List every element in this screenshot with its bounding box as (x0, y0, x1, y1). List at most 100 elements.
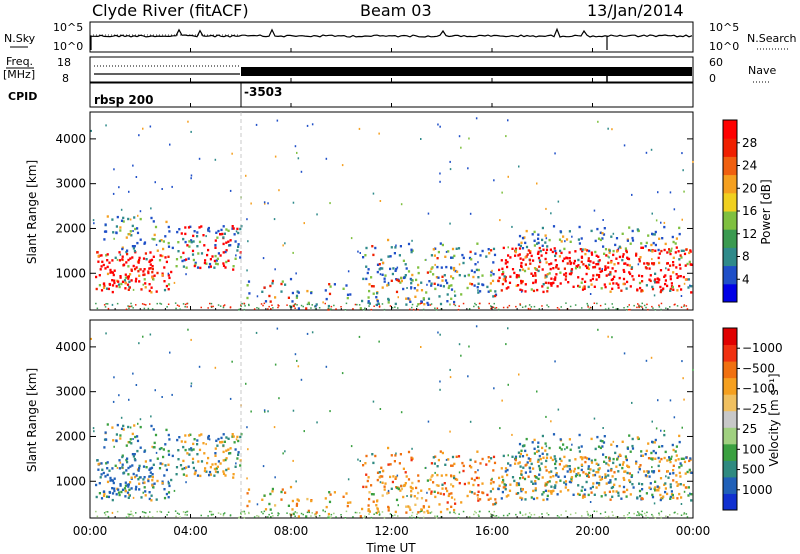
colorbar-segment (723, 476, 737, 494)
range-gate-cell (454, 304, 457, 307)
range-gate-cell (184, 511, 187, 514)
range-gate-cell (689, 457, 692, 460)
range-gate-cell (105, 254, 108, 257)
range-gate-cell (417, 516, 419, 519)
range-gate-cell (216, 470, 219, 474)
range-gate-cell (588, 308, 590, 310)
range-gate-cell (520, 281, 523, 285)
range-gate-cell (479, 462, 482, 465)
range-gate-cell (187, 328, 189, 331)
range-gate-cell (567, 489, 570, 492)
range-gate-cell (685, 305, 688, 307)
range-gate-cell (666, 262, 669, 265)
range-gate-cell (296, 512, 298, 514)
range-gate-cell (574, 475, 578, 478)
range-gate-cell (297, 307, 300, 310)
range-gate-cell (118, 467, 121, 470)
range-gate-cell (492, 514, 495, 517)
range-gate-cell (437, 276, 440, 279)
range-gate-cell (520, 265, 523, 268)
range-gate-cell (409, 516, 411, 519)
range-gate-cell (536, 182, 538, 185)
range-gate-cell (171, 246, 174, 250)
range-gate-cell (175, 258, 179, 261)
range-gate-cell (660, 516, 662, 519)
range-gate-cell (447, 458, 450, 461)
range-gate-cell (124, 281, 127, 285)
range-gate-cell (453, 476, 456, 480)
range-gate-cell (626, 514, 629, 516)
range-gate-cell (399, 245, 402, 248)
range-gate-cell (526, 253, 529, 256)
range-gate-cell (440, 474, 443, 477)
range-gate-cell (446, 501, 449, 504)
range-gate-cell (132, 438, 134, 440)
range-gate-cell (121, 455, 124, 459)
range-gate-cell (106, 259, 109, 262)
range-gate-cell (284, 242, 286, 245)
range-gate-cell (571, 443, 573, 446)
range-gate-cell (387, 446, 390, 450)
range-gate-cell (420, 508, 423, 511)
range-gate-cell (444, 279, 448, 282)
range-gate-cell (167, 449, 170, 453)
range-gate-cell (490, 478, 493, 482)
range-gate-cell (164, 256, 167, 259)
range-gate-cell (264, 508, 268, 511)
range-gate-cell (119, 461, 122, 464)
range-gate-cell (200, 433, 203, 436)
range-gate-cell (182, 473, 185, 476)
range-gate-cell (397, 296, 399, 299)
range-gate-cell (587, 306, 589, 308)
range-gate-cell (103, 284, 106, 288)
range-gate-cell (477, 469, 479, 472)
range-gate-cell (441, 487, 444, 490)
range-gate-cell (680, 514, 683, 516)
range-gate-cell (544, 449, 547, 452)
range-gate-cell (652, 307, 654, 309)
range-gate-cell (286, 512, 288, 514)
range-gate-cell (291, 291, 294, 295)
range-gate-cell (554, 457, 557, 461)
range-gate-cell (413, 495, 416, 498)
range-gate-cell (502, 246, 505, 250)
range-gate-cell (246, 284, 249, 287)
range-gate-cell (434, 263, 436, 266)
range-gate-cell (297, 157, 300, 160)
range-gate-cell (440, 266, 443, 269)
range-gate-cell (458, 274, 461, 277)
range-gate-cell (420, 510, 423, 512)
range-gate-cell (175, 473, 178, 476)
range-gate-cell (434, 455, 437, 458)
range-gate-cell (684, 264, 687, 267)
range-gate-cell (505, 135, 507, 138)
range-gate-cell (469, 282, 472, 285)
range-gate-cell (517, 462, 520, 465)
range-gate-cell (416, 289, 419, 292)
range-gate-cell (373, 513, 375, 515)
range-gate-cell (487, 498, 490, 501)
range-gate-cell (222, 433, 225, 436)
range-gate-cell (118, 186, 120, 189)
range-gate-cell (127, 265, 130, 268)
range-gate-cell (121, 463, 124, 466)
range-gate-cell (541, 493, 544, 496)
range-gate-cell (430, 284, 433, 287)
range-gate-cell (124, 273, 127, 276)
range-gate-cell (617, 308, 620, 310)
range-gate-cell (569, 470, 572, 474)
range-gate-cell (147, 270, 150, 273)
range-gate-cell (212, 305, 214, 308)
range-gate-cell (453, 508, 456, 512)
range-gate-cell (136, 449, 139, 453)
range-gate-cell (153, 446, 156, 449)
range-gate-cell (623, 270, 626, 273)
range-gate-cell (679, 275, 682, 278)
range-gate-cell (573, 470, 576, 473)
range-gate-cell (500, 259, 503, 262)
range-gate-cell (678, 492, 681, 496)
range-gate-cell (604, 267, 607, 270)
range-gate-cell (187, 257, 190, 260)
range-gate-cell (689, 492, 691, 495)
range-gate-cell (450, 464, 453, 467)
